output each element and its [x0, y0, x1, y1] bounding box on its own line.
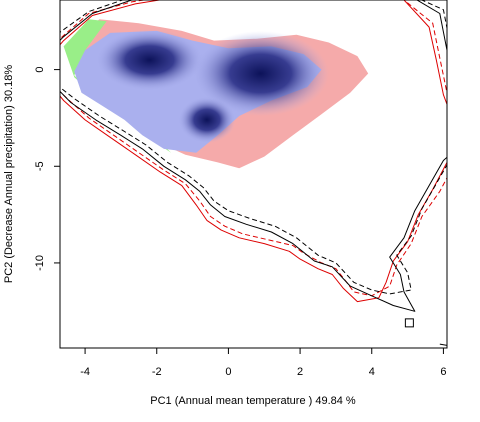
x-tick-label: 6 [440, 366, 446, 378]
density-regions [63, 19, 369, 169]
chart-extras [404, 318, 447, 346]
y-tick-label: -10 [34, 255, 46, 271]
x-tick-label: 0 [225, 366, 231, 378]
x-tick-label: -4 [80, 366, 90, 378]
contour-red-solid [60, 0, 447, 303]
contour-black-solid [60, 0, 447, 312]
x-axis: -4 -2 0 2 4 6 [80, 348, 446, 378]
density-core-2 [192, 30, 329, 116]
contour-lines [60, 0, 447, 312]
x-tick-label: 2 [297, 366, 303, 378]
edge-contour-fragment [439, 343, 447, 346]
plot-area [60, 0, 447, 346]
plot-frame [59, 0, 448, 349]
y-tick-label: 0 [34, 67, 46, 73]
contour-red-dashed [60, 0, 447, 297]
y-axis-title: PC2 (Decrease Annual precipitation) 30.1… [3, 65, 15, 284]
y-axis: 0 -5 -10 [34, 67, 60, 271]
x-axis-title: PC1 (Annual mean temperature ) 49.84 % [150, 395, 356, 407]
x-tick-label: 4 [369, 366, 375, 378]
density-core-1 [95, 29, 204, 91]
square-marker [404, 318, 414, 328]
contour-black-dashed [60, 0, 447, 295]
density-core-3 [178, 96, 236, 144]
x-tick-label: -2 [152, 366, 162, 378]
y-tick-label: -5 [34, 161, 46, 171]
